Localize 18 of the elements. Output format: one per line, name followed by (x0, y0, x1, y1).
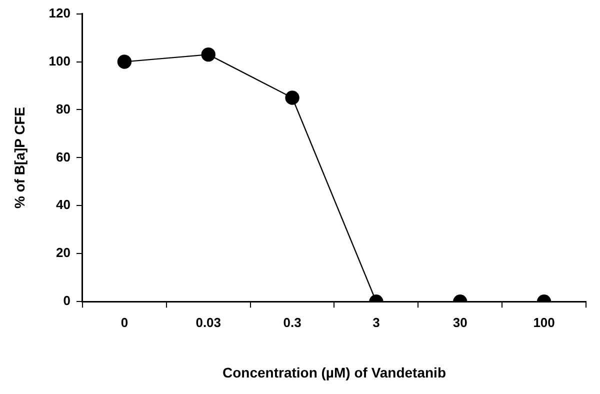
x-tick-label: 0.03 (196, 314, 222, 330)
y-tick-label: 80 (56, 101, 70, 116)
y-tick-label: 40 (56, 197, 70, 212)
y-tick-label: 120 (48, 5, 70, 20)
x-tick-label: 0 (120, 314, 128, 330)
point (117, 54, 132, 69)
point (201, 47, 216, 62)
x-tick-label: 3 (372, 314, 380, 330)
y-tick-label: 100 (48, 53, 70, 68)
y-tick-label: 60 (56, 149, 70, 164)
point (285, 90, 300, 105)
x-tick-label: 100 (533, 314, 555, 330)
y-axis-title: % of B[a]P CFE (11, 106, 28, 209)
y-tick-label: 20 (56, 245, 70, 260)
x-axis-title: Concentration (µM) of Vandetanib (222, 364, 446, 380)
x-tick-label: 30 (452, 314, 468, 330)
x-tick-label: 0.3 (283, 314, 302, 330)
y-tick-label: 0 (63, 293, 70, 308)
